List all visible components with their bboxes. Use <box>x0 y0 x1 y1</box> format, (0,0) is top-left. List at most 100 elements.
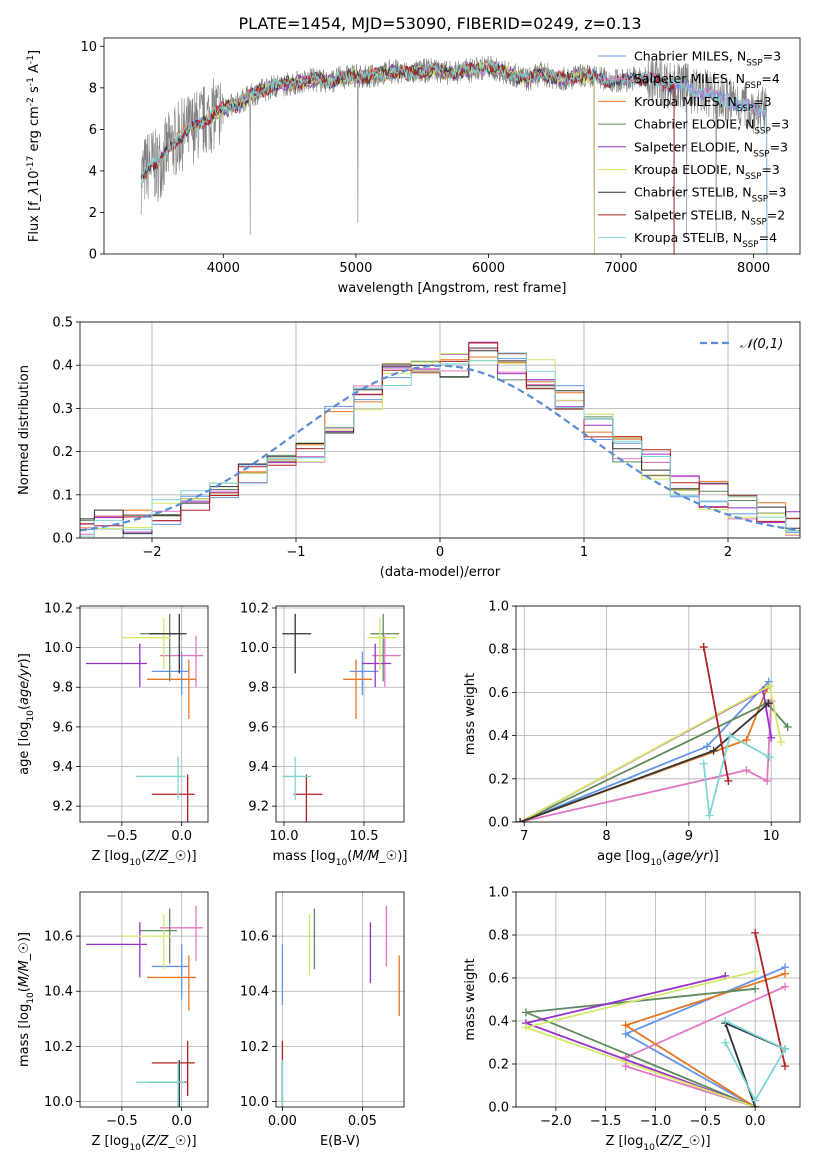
x-tick-label: −0.5 <box>106 829 138 844</box>
x-axis-label: wavelength [Angstrom, rest frame] <box>338 281 567 296</box>
y-tick-label: 0.5 <box>52 316 73 331</box>
y-tick-label: 9.2 <box>248 800 269 815</box>
axes-mass-age: 10.0 10.5 9.2 9.4 9.6 9.8 10.0 10.2 mass [log10(… <box>240 601 407 868</box>
x-tick-label: 5000 <box>339 261 372 276</box>
y-tick-label: 10 <box>80 40 97 55</box>
y-tick-label: 0.6 <box>488 972 509 987</box>
weight-marker <box>724 776 733 785</box>
x-tick-label: 8000 <box>737 261 770 276</box>
axes-frame <box>515 891 801 1108</box>
residual-histogram <box>80 352 800 537</box>
weight-marker <box>516 818 525 822</box>
legend-label: Salpeter MILES, NSSP=4 <box>634 71 780 91</box>
model-spectrum-line <box>140 59 768 254</box>
y-axis-label: Normed distribution <box>17 365 32 495</box>
weight-marker <box>721 1017 730 1025</box>
y-tick-label: 0.1 <box>52 488 73 503</box>
axes-ebv-mass: 0.00 0.05 10.0 10.2 10.4 10.6 E(B-V) <box>240 891 405 1149</box>
weight-marker <box>781 1062 790 1071</box>
legend-label: Kroupa STELIB, NSSP=4 <box>634 230 777 250</box>
weight-marker <box>781 969 790 978</box>
weight-marker <box>781 1044 790 1053</box>
plot-area-z-age <box>85 613 204 822</box>
weight-marker <box>621 1021 630 1030</box>
x-tick-label: −1.5 <box>590 1114 622 1129</box>
x-tick-label: 7000 <box>604 261 637 276</box>
y-tick-label: 10.4 <box>44 985 73 1000</box>
y-tick-label: 1.0 <box>488 600 509 615</box>
plot-area-spectrum <box>140 55 768 254</box>
y-tick-label: 0.0 <box>52 532 73 547</box>
y-tick-label: 10.6 <box>44 930 73 945</box>
weight-marker <box>705 811 714 820</box>
weight-marker <box>702 742 711 751</box>
legend-label: Salpeter STELIB, NSSP=2 <box>634 207 785 227</box>
model-spectrum-line <box>140 61 675 254</box>
weight-marker <box>521 1008 530 1017</box>
weight-line <box>724 1020 787 1103</box>
y-tick-label: 0.2 <box>52 445 73 460</box>
weight-marker <box>781 982 790 991</box>
axes-age-weight: 7 8 9 10 0.0 0.2 0.4 0.6 0.8 1.0 age [log10(age/yr… <box>463 600 801 868</box>
plot-area-ebv-mass <box>281 905 400 1107</box>
x-tick-label: 0.0 <box>745 1114 766 1129</box>
y-tick-label: 0 <box>89 248 97 263</box>
y-tick-label: 0.0 <box>488 1101 509 1116</box>
axes-frame <box>79 891 209 1108</box>
y-tick-label: 9.6 <box>52 720 73 735</box>
weight-marker <box>767 733 776 742</box>
x-tick-label: 0 <box>436 545 444 560</box>
y-tick-label: 0.2 <box>488 772 509 787</box>
x-tick-label: 8 <box>602 829 610 844</box>
x-tick-label: −0.5 <box>690 1114 722 1129</box>
axes-z-weight: −2.0 −1.5 −1.0 −0.5 0.0 0.0 0.2 0.4 0.6 0.8 1.0 Z [… <box>463 886 801 1153</box>
plot-area-mass-age <box>282 613 401 822</box>
weight-line <box>702 734 770 816</box>
weight-marker <box>763 776 772 785</box>
weight-marker <box>699 643 708 652</box>
y-tick-label: 10.2 <box>240 601 269 616</box>
weight-marker <box>742 735 751 744</box>
axes-frame <box>275 605 405 823</box>
y-tick-label: 10.0 <box>240 641 269 656</box>
y-tick-label: 0.4 <box>488 1015 509 1030</box>
y-tick-label: 10.2 <box>44 601 73 616</box>
legend-label: Chabrier STELIB, NSSP=3 <box>634 185 786 205</box>
y-tick-label: 9.4 <box>248 760 269 775</box>
plot-area-z-mass <box>85 905 204 1107</box>
residual-legend: 𝒩(0,1) <box>700 337 783 352</box>
weight-marker <box>726 731 735 740</box>
y-tick-label: 1.0 <box>488 886 509 901</box>
weight-marker <box>764 699 773 708</box>
weight-marker <box>765 753 774 762</box>
legend-label: 𝒩(0,1) <box>740 337 783 352</box>
plot-area-z-weight <box>521 928 790 1107</box>
x-tick-label: −0.5 <box>106 1114 138 1129</box>
normal-curve <box>80 364 800 532</box>
plot-area-residuals <box>80 341 800 538</box>
x-tick-label: 0.0 <box>171 829 192 844</box>
y-tick-label: 0.3 <box>52 402 73 417</box>
y-tick-label: 0.4 <box>52 359 73 374</box>
x-tick-label: 10.5 <box>350 829 379 844</box>
x-tick-label: 10.0 <box>270 829 299 844</box>
residual-histogram <box>80 342 800 527</box>
x-tick-label: −2.0 <box>540 1114 572 1129</box>
model-spectrum-line <box>159 59 595 254</box>
y-tick-label: 6 <box>89 123 97 138</box>
y-axis-label: Flux [f_λ10-17 erg cm-2 s-1 A-1] <box>26 50 42 242</box>
legend-label: Kroupa MILES, NSSP=3 <box>634 94 772 114</box>
x-tick-label: 10 <box>763 829 780 844</box>
x-tick-label: 4000 <box>207 261 240 276</box>
x-axis-label: Z [log10(Z/Z_☉)] <box>605 1134 710 1153</box>
y-tick-label: 9.4 <box>52 760 73 775</box>
y-tick-label: 10.4 <box>240 985 269 1000</box>
weight-marker <box>621 1029 630 1038</box>
x-tick-label: 6000 <box>472 261 505 276</box>
x-tick-label: −1 <box>286 545 305 560</box>
weight-marker <box>709 746 718 755</box>
y-tick-label: 10.0 <box>44 1095 73 1110</box>
axes-frame <box>103 37 801 255</box>
